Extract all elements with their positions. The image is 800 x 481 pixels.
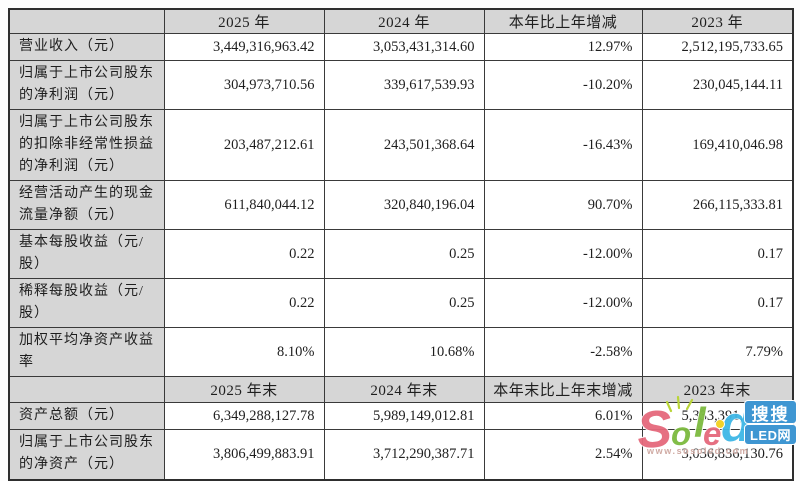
header-yoy-end-change: 本年末比上年末增减 [483,376,643,403]
value-change: 90.70% [483,180,643,230]
table-row-basic-eps: 基本每股收益（元/股） 0.22 0.25 -12.00% 0.17 [8,229,794,279]
value-2025: 8.10% [163,327,325,377]
value-2024: 5,989,149,012.81 [323,402,485,430]
value-2023: 230,045,144.11 [641,60,794,110]
header-2025-end: 2025 年末 [163,376,325,403]
value-2023: 0.17 [641,278,794,328]
value-change: 2.54% [483,429,643,480]
financial-report-page: 2025 年 2024 年 本年比上年增减 2023 年 营业收入（元） 3,4… [8,8,794,481]
value-change: 6.01% [483,402,643,430]
value-2023: 5,333,391,923.32 [641,402,794,430]
header-empty-cell [8,8,165,34]
row-label: 经营活动产生的现金流量净额（元） [8,180,165,230]
value-change: -10.20% [483,60,643,110]
value-2024: 243,501,368.64 [323,109,485,181]
value-2025: 3,806,499,883.91 [163,429,325,480]
value-2023: 266,115,333.81 [641,180,794,230]
value-2024: 0.25 [323,278,485,328]
row-label: 稀释每股收益（元/股） [8,278,165,328]
row-label: 归属于上市公司股东的扣除非经常性损益的净利润（元） [8,109,165,181]
value-change: 12.97% [483,33,643,61]
header-empty-cell [8,376,165,403]
value-2024: 10.68% [323,327,485,377]
table-row-revenue: 营业收入（元） 3,449,316,963.42 3,053,431,314.6… [8,33,794,61]
financial-summary-table: 2025 年 2024 年 本年比上年增减 2023 年 营业收入（元） 3,4… [8,8,794,481]
row-label: 营业收入（元） [8,33,165,61]
value-2025: 203,487,212.61 [163,109,325,181]
value-2023: 7.79% [641,327,794,377]
table-row-total-assets: 资产总额（元） 6,349,288,127.78 5,989,149,012.8… [8,402,794,430]
value-2025: 3,449,316,963.42 [163,33,325,61]
header-2023-end: 2023 年末 [641,376,794,403]
header-2024-end: 2024 年末 [323,376,485,403]
value-2025: 304,973,710.56 [163,60,325,110]
value-2025: 6,349,288,127.78 [163,402,325,430]
table-row-deducted-net-profit: 归属于上市公司股东的扣除非经常性损益的净利润（元） 203,487,212.61… [8,109,794,181]
table-row-operating-cash-flow: 经营活动产生的现金流量净额（元） 611,840,044.12 320,840,… [8,180,794,230]
table-row-weighted-avg-roe: 加权平均净资产收益率 8.10% 10.68% -2.58% 7.79% [8,327,794,377]
value-2023: 0.17 [641,229,794,279]
row-label: 归属于上市公司股东的净利润（元） [8,60,165,110]
header-2023: 2023 年 [641,8,794,34]
period-header-row: 2025 年 2024 年 本年比上年增减 2023 年 [8,8,794,34]
value-2024: 339,617,539.93 [323,60,485,110]
period-end-header-row: 2025 年末 2024 年末 本年末比上年末增减 2023 年末 [8,376,794,403]
table-row-net-assets: 归属于上市公司股东的净资产（元） 3,806,499,883.91 3,712,… [8,429,794,480]
row-label: 归属于上市公司股东的净资产（元） [8,429,165,480]
table-row-net-profit: 归属于上市公司股东的净利润（元） 304,973,710.56 339,617,… [8,60,794,110]
header-2025: 2025 年 [163,8,325,34]
value-2025: 0.22 [163,229,325,279]
value-change: -12.00% [483,278,643,328]
header-2024: 2024 年 [323,8,485,34]
value-2024: 3,712,290,387.71 [323,429,485,480]
row-label: 基本每股收益（元/股） [8,229,165,279]
value-2023: 2,512,195,733.65 [641,33,794,61]
value-2024: 320,840,196.04 [323,180,485,230]
value-2024: 0.25 [323,229,485,279]
value-2024: 3,053,431,314.60 [323,33,485,61]
value-change: -2.58% [483,327,643,377]
value-2025: 611,840,044.12 [163,180,325,230]
table-row-diluted-eps: 稀释每股收益（元/股） 0.22 0.25 -12.00% 0.17 [8,278,794,328]
value-2023: 169,410,046.98 [641,109,794,181]
row-label: 资产总额（元） [8,402,165,430]
value-change: -16.43% [483,109,643,181]
value-change: -12.00% [483,229,643,279]
value-2025: 0.22 [163,278,325,328]
row-label: 加权平均净资产收益率 [8,327,165,377]
value-2023: 3,036,836,130.76 [641,429,794,480]
header-yoy-change: 本年比上年增减 [483,8,643,34]
